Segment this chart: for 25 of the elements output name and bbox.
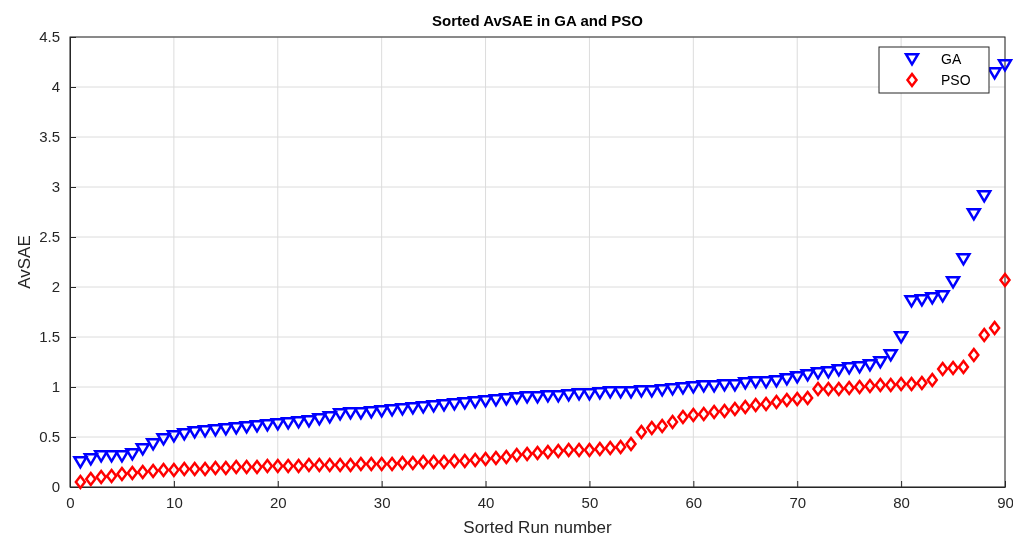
x-tick-label: 80 [893, 493, 910, 511]
legend-label: PSO [941, 72, 971, 88]
x-tick-label: 90 [997, 493, 1013, 511]
x-axis-title: Sorted Run number [463, 518, 613, 537]
legend-label: GA [941, 51, 962, 67]
x-tick-label: 70 [789, 493, 807, 511]
chart-title: Sorted AvSAE in GA and PSO [432, 12, 644, 29]
x-tick-label: 50 [581, 493, 599, 511]
y-tick-label: 4.5 [39, 28, 60, 46]
y-tick-label: 0.5 [39, 428, 60, 446]
y-tick-label: 1 [51, 378, 60, 396]
x-tick-label: 60 [685, 493, 703, 511]
x-tick-label: 40 [477, 493, 495, 511]
y-tick-label: 3.5 [39, 128, 60, 146]
x-tick-label: 10 [166, 493, 183, 511]
y-tick-label: 2 [51, 278, 60, 296]
y-tick-label: 3 [51, 178, 60, 196]
y-tick-label: 1.5 [39, 328, 60, 346]
x-tick-label: 20 [269, 493, 287, 511]
y-axis-title: AvSAE [15, 235, 34, 289]
y-tick-label: 0 [51, 478, 60, 496]
y-tick-label: 2.5 [39, 228, 60, 246]
x-tick-label: 0 [66, 493, 75, 511]
y-tick-label: 4 [51, 78, 60, 96]
x-tick-label: 30 [373, 493, 391, 511]
